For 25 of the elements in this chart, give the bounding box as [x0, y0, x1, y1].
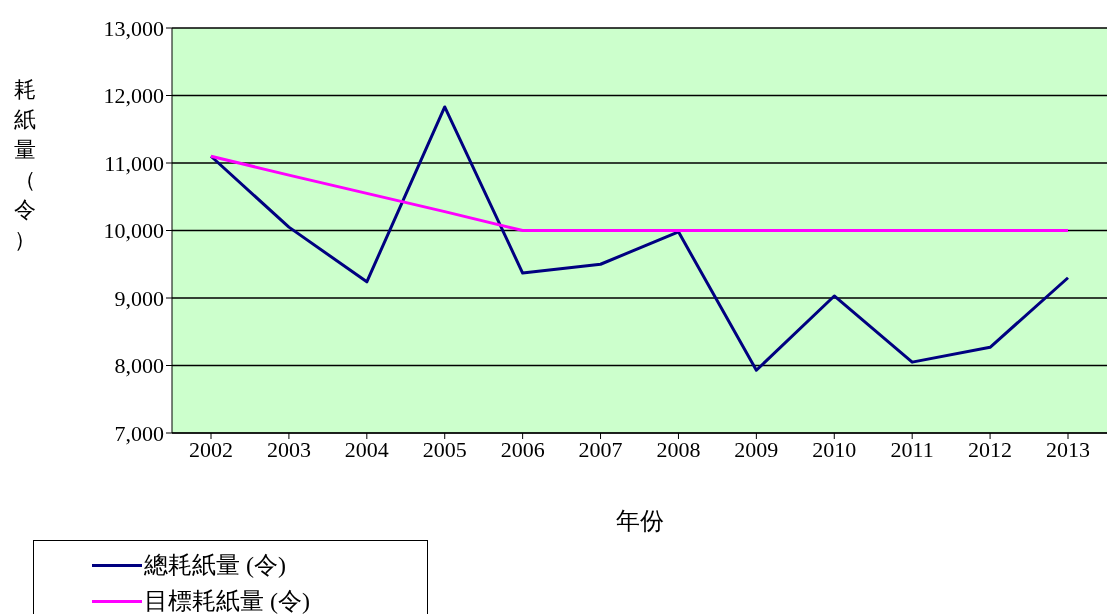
- y-tick-label: 13,000: [103, 15, 164, 41]
- x-tick-label: 2013: [1046, 436, 1090, 462]
- x-tick-label: 2012: [968, 436, 1013, 462]
- x-tick-label: 2004: [344, 436, 389, 462]
- y-tick-label: 10,000: [103, 218, 164, 244]
- y-axis-title: 耗紙量（令）: [13, 76, 37, 254]
- line-series: [209, 154, 1070, 232]
- x-tick-label: 2005: [422, 436, 467, 462]
- y-tick-label: 11,000: [104, 150, 164, 176]
- y-tick-label: 8,000: [114, 353, 164, 379]
- x-tick-label: 2002: [189, 436, 233, 462]
- x-tick-label: 2010: [812, 436, 857, 462]
- y-tick-label: 7,000: [114, 420, 164, 446]
- y-tick-label: 9,000: [114, 285, 164, 311]
- x-tick-label: 2007: [578, 436, 623, 462]
- x-tick-label: 2006: [500, 436, 545, 462]
- x-tick-label: 2011: [890, 436, 934, 462]
- x-tick-label: 2009: [734, 436, 779, 462]
- legend-label: 總耗紙量 (令): [144, 551, 286, 580]
- line-series: [209, 105, 1070, 372]
- y-tick-label: 12,000: [103, 83, 164, 109]
- x-axis-title: 年份: [614, 507, 665, 536]
- x-tick-label: 2003: [266, 436, 311, 462]
- x-tick-label: 2008: [656, 436, 701, 462]
- legend-label: 目標耗紙量 (令): [144, 587, 310, 614]
